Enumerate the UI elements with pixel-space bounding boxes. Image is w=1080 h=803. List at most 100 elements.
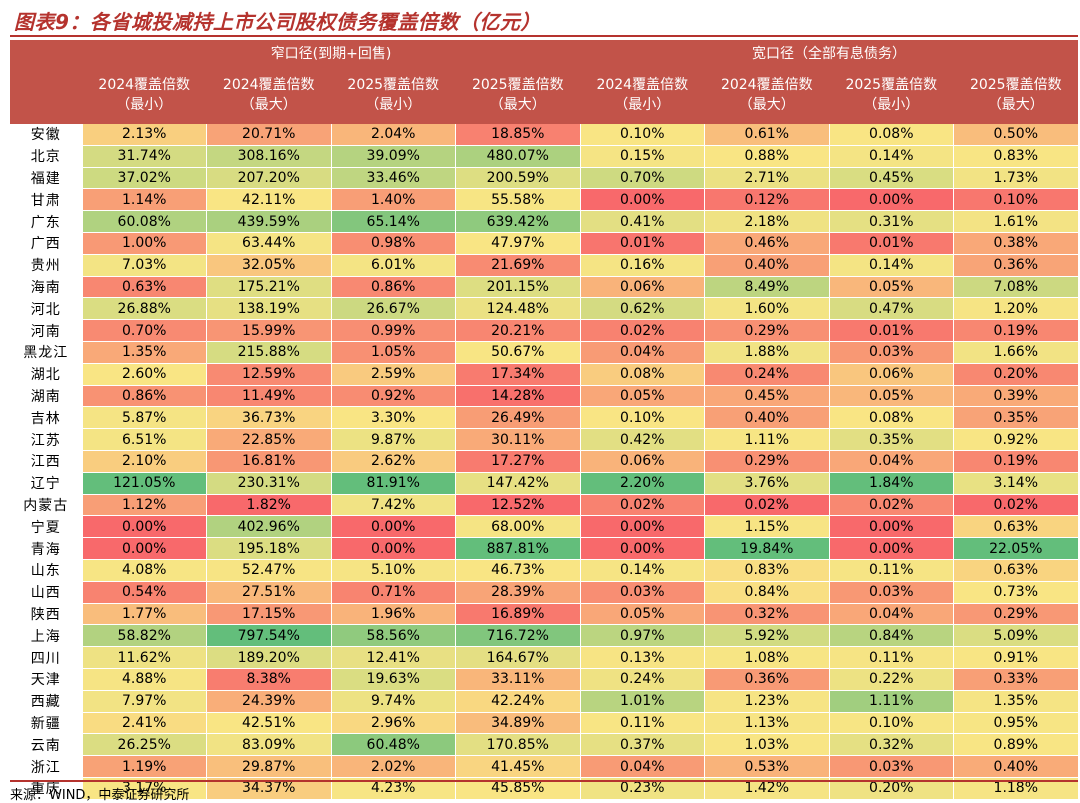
table-row: 甘肃 1.14% 42.11% 1.40% 55.58% 0.00% 0.12% 0.00% 0… <box>10 188 1079 212</box>
coverage-value-cell: 12.59% <box>206 363 332 386</box>
province-name: 浙江 <box>10 755 83 778</box>
coverage-value-cell: 46.73% <box>455 559 581 582</box>
province-name: 江苏 <box>10 428 83 451</box>
province-name: 天津 <box>10 668 83 691</box>
coverage-value-cell: 26.88% <box>82 297 207 321</box>
coverage-value-cell: 1.08% <box>704 646 830 669</box>
coverage-value-cell: 0.03% <box>829 755 955 778</box>
coverage-value-cell: 1.00% <box>82 232 207 255</box>
coverage-value-cell: 0.02% <box>580 494 706 517</box>
coverage-value-cell: 5.92% <box>704 624 830 648</box>
coverage-value-cell: 402.96% <box>206 515 332 539</box>
coverage-value-cell: 0.06% <box>580 450 706 473</box>
coverage-value-cell: 17.27% <box>455 450 581 473</box>
table-row: 河北 26.88% 138.19% 26.67% 124.48% 0.62% 1.60% 0.… <box>10 297 1079 321</box>
coverage-value-cell: 0.00% <box>829 537 955 560</box>
coverage-value-cell: 39.09% <box>331 145 456 168</box>
province-name: 新疆 <box>10 712 83 735</box>
coverage-value-cell: 1.88% <box>704 341 830 364</box>
coverage-value-cell: 33.11% <box>455 668 581 691</box>
coverage-value-cell: 0.92% <box>953 428 1079 451</box>
coverage-value-cell: 52.47% <box>206 559 332 582</box>
province-name: 山东 <box>10 559 83 582</box>
column-header: 2025覆盖倍数 （最小） <box>331 66 456 124</box>
coverage-value-cell: 0.45% <box>704 385 830 408</box>
coverage-value-cell: 19.84% <box>704 537 830 560</box>
coverage-value-cell: 138.19% <box>206 297 332 321</box>
column-header: 2025覆盖倍数 （最小） <box>829 66 954 124</box>
coverage-value-cell: 0.84% <box>829 624 955 648</box>
province-name: 西藏 <box>10 690 83 713</box>
coverage-value-cell: 0.71% <box>331 581 456 604</box>
column-header-bound: （最小） <box>116 97 173 113</box>
province-name: 江西 <box>10 450 83 473</box>
coverage-value-cell: 0.83% <box>704 559 830 582</box>
coverage-value-cell: 887.81% <box>455 537 581 560</box>
coverage-value-cell: 0.03% <box>829 341 955 364</box>
coverage-value-cell: 0.38% <box>953 232 1079 255</box>
coverage-value-cell: 0.88% <box>704 145 830 168</box>
coverage-value-cell: 7.97% <box>82 690 207 713</box>
coverage-value-cell: 19.63% <box>331 668 456 691</box>
table-row: 江苏 6.51% 22.85% 9.87% 30.11% 0.42% 1.11% 0.35% 0… <box>10 428 1079 451</box>
coverage-value-cell: 5.09% <box>953 624 1079 648</box>
coverage-value-cell: 0.13% <box>580 646 706 669</box>
coverage-value-cell: 716.72% <box>455 624 581 648</box>
coverage-value-cell: 9.74% <box>331 690 456 713</box>
coverage-value-cell: 45.85% <box>455 777 581 800</box>
coverage-value-cell: 5.10% <box>331 559 456 582</box>
coverage-value-cell: 797.54% <box>206 624 332 648</box>
province-name: 山西 <box>10 581 83 604</box>
coverage-value-cell: 0.05% <box>829 385 955 408</box>
coverage-value-cell: 27.51% <box>206 581 332 604</box>
coverage-value-cell: 1.82% <box>206 494 332 517</box>
coverage-value-cell: 0.00% <box>829 188 955 212</box>
coverage-value-cell: 0.02% <box>580 319 706 342</box>
coverage-value-cell: 0.11% <box>829 646 955 669</box>
table-row: 宁夏 0.00% 402.96% 0.00% 68.00% 0.00% 1.15% 0.00%… <box>10 515 1079 539</box>
province-name: 辽宁 <box>10 472 83 495</box>
province-name: 四川 <box>10 646 83 669</box>
coverage-value-cell: 1.66% <box>953 341 1079 364</box>
coverage-value-cell: 0.08% <box>829 406 955 430</box>
coverage-value-cell: 0.98% <box>331 232 456 255</box>
table-row: 广西 1.00% 63.44% 0.98% 47.97% 0.01% 0.46% 0.01% 0… <box>10 232 1079 255</box>
coverage-value-cell: 2.18% <box>704 210 830 233</box>
column-header-bound: （最大） <box>240 97 297 113</box>
coverage-value-cell: 0.95% <box>953 712 1079 735</box>
column-header: 2024覆盖倍数 （最小） <box>82 66 207 124</box>
coverage-value-cell: 0.24% <box>580 668 706 691</box>
coverage-value-cell: 0.16% <box>580 254 706 277</box>
coverage-value-cell: 7.42% <box>331 494 456 517</box>
table-row: 辽宁 121.05% 230.31% 81.91% 147.42% 2.20% 3.76% 1… <box>10 472 1079 495</box>
coverage-value-cell: 1.11% <box>704 428 830 451</box>
coverage-value-cell: 215.88% <box>206 341 332 364</box>
column-header-bound: （最大） <box>987 97 1044 113</box>
coverage-value-cell: 0.61% <box>704 124 830 146</box>
coverage-value-cell: 0.62% <box>580 297 706 321</box>
province-name: 云南 <box>10 733 83 757</box>
coverage-value-cell: 0.33% <box>953 668 1079 691</box>
province-name: 北京 <box>10 145 83 168</box>
coverage-value-cell: 0.70% <box>580 167 706 190</box>
province-name: 海南 <box>10 276 83 299</box>
table-row: 浙江 1.19% 29.87% 2.02% 41.45% 0.04% 0.53% 0.03% 0… <box>10 755 1079 778</box>
column-header-year: 2024覆盖倍数 <box>222 77 315 93</box>
table-row: 海南 0.63% 175.21% 0.86% 201.15% 0.06% 8.49% 0.05… <box>10 276 1079 299</box>
coverage-value-cell: 0.20% <box>953 363 1079 386</box>
coverage-value-cell: 0.04% <box>829 603 955 626</box>
column-header: 2024覆盖倍数 （最小） <box>580 66 705 124</box>
province-name: 宁夏 <box>10 515 83 539</box>
coverage-value-cell: 4.08% <box>82 559 207 582</box>
coverage-value-cell: 0.06% <box>580 276 706 299</box>
coverage-value-cell: 0.00% <box>580 188 706 212</box>
coverage-value-cell: 0.10% <box>829 712 955 735</box>
coverage-value-cell: 0.53% <box>704 755 830 778</box>
coverage-value-cell: 0.08% <box>829 124 955 146</box>
column-header-year: 2025覆盖倍数 <box>347 77 440 93</box>
coverage-value-cell: 2.96% <box>331 712 456 735</box>
coverage-value-cell: 2.62% <box>331 450 456 473</box>
coverage-value-cell: 1.96% <box>331 603 456 626</box>
coverage-value-cell: 3.76% <box>704 472 830 495</box>
coverage-value-cell: 2.60% <box>82 363 207 386</box>
